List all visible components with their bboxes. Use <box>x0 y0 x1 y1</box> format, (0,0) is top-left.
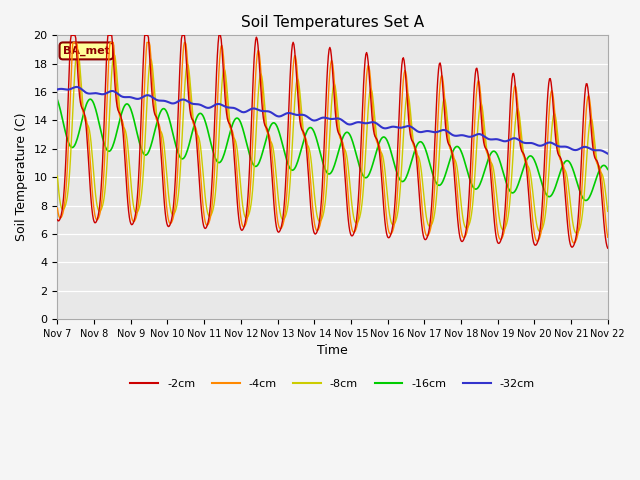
Title: Soil Temperatures Set A: Soil Temperatures Set A <box>241 15 424 30</box>
-16cm <box>177 155 184 161</box>
-2cm <box>177 49 184 55</box>
-16cm <box>604 167 612 172</box>
Line: -2cm: -2cm <box>58 36 608 248</box>
-8cm <box>400 122 408 128</box>
-2cm <box>63 119 71 124</box>
-16cm <box>121 103 129 108</box>
Text: BA_met: BA_met <box>63 46 110 56</box>
Line: -4cm: -4cm <box>58 42 608 243</box>
-8cm <box>572 230 580 236</box>
-2cm <box>604 245 612 251</box>
-2cm <box>206 209 214 215</box>
-32cm <box>206 105 214 110</box>
-8cm <box>206 214 214 219</box>
-4cm <box>417 180 424 186</box>
-32cm <box>54 86 61 92</box>
-32cm <box>177 97 184 103</box>
-32cm <box>121 94 129 100</box>
-8cm <box>417 160 424 166</box>
-32cm <box>400 124 408 130</box>
Line: -8cm: -8cm <box>58 49 608 233</box>
Y-axis label: Soil Temperature (C): Soil Temperature (C) <box>15 113 28 241</box>
-2cm <box>417 204 424 210</box>
-4cm <box>177 100 184 106</box>
-4cm <box>604 234 612 240</box>
X-axis label: Time: Time <box>317 344 348 357</box>
-4cm <box>70 39 77 45</box>
-32cm <box>417 129 424 135</box>
-4cm <box>570 240 578 246</box>
-4cm <box>400 71 408 76</box>
-16cm <box>54 97 61 103</box>
-2cm <box>54 217 61 223</box>
-8cm <box>604 208 612 214</box>
-2cm <box>400 58 408 63</box>
-16cm <box>63 136 71 142</box>
-16cm <box>400 178 408 183</box>
-32cm <box>604 151 612 156</box>
-8cm <box>54 173 61 179</box>
-8cm <box>63 193 71 199</box>
-4cm <box>121 133 129 139</box>
-4cm <box>54 205 61 211</box>
-32cm <box>63 87 71 93</box>
-4cm <box>63 165 71 171</box>
-4cm <box>206 217 214 223</box>
-2cm <box>121 154 129 159</box>
-16cm <box>582 198 589 204</box>
-8cm <box>177 162 184 168</box>
-16cm <box>86 96 94 102</box>
-2cm <box>67 33 75 38</box>
-16cm <box>417 139 424 144</box>
Legend: -2cm, -4cm, -8cm, -16cm, -32cm: -2cm, -4cm, -8cm, -16cm, -32cm <box>126 374 540 393</box>
-8cm <box>121 126 129 132</box>
Line: -16cm: -16cm <box>58 99 608 201</box>
-16cm <box>206 135 214 141</box>
Line: -32cm: -32cm <box>58 87 608 154</box>
-32cm <box>73 84 81 90</box>
-8cm <box>74 47 81 52</box>
